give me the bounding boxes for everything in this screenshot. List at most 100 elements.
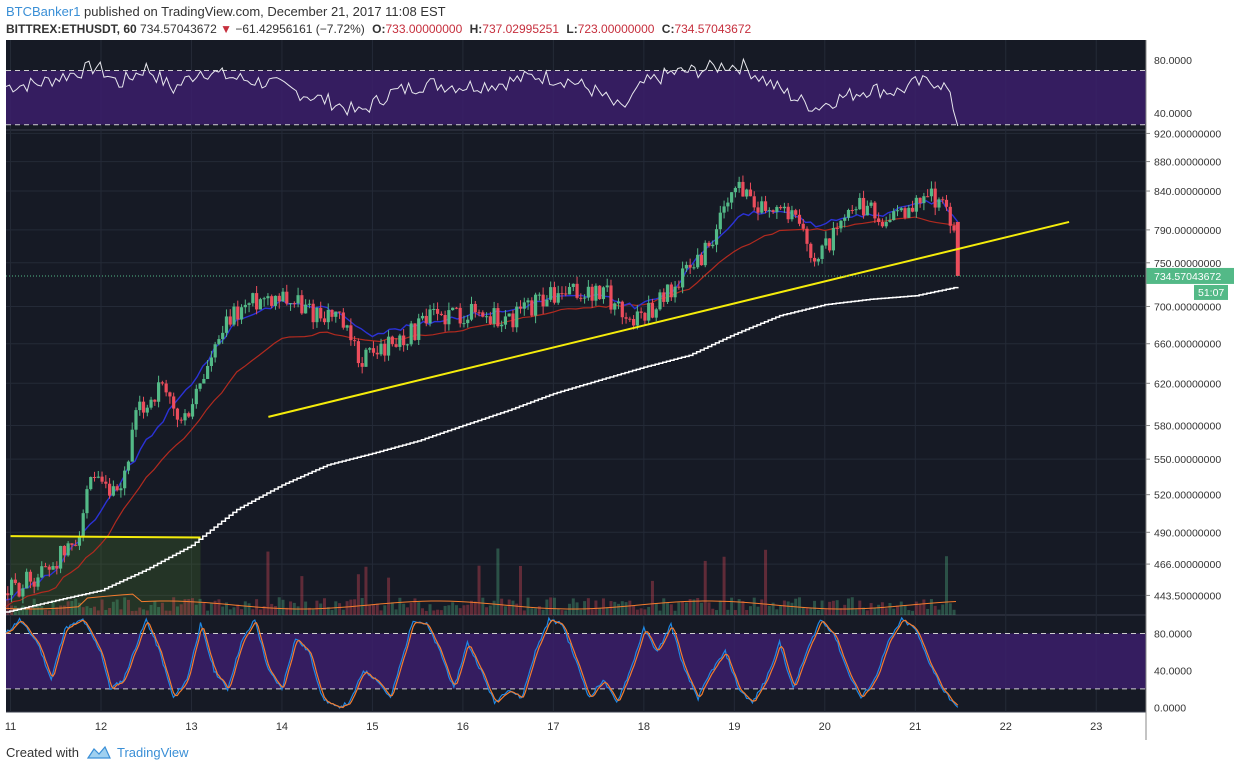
candle-body [948,206,952,226]
candle-body [665,284,670,302]
volume-bar [699,602,703,615]
candle-body [319,307,323,319]
candle-body [854,209,858,211]
candle-body [944,199,949,207]
volume-bar [55,607,59,615]
candle-body [462,323,466,325]
volume-bar [258,609,262,615]
candle-body [439,313,443,316]
volume-bar [643,609,647,615]
volume-bar [451,602,455,615]
candle-body [609,285,613,310]
chart-svg[interactable]: 11 12 13 14 15 16 17 18 19 20 21 22 23 920.00000000 88… [0,40,1236,742]
volume-bar [764,549,768,615]
candle-body [134,410,138,430]
change-arrow-icon: ▼ [220,22,233,36]
volume-bar [760,599,764,615]
volume-bar [138,607,142,615]
volume-bar [918,604,922,615]
chart-area[interactable]: 11 12 13 14 15 16 17 18 19 20 21 22 23 920.00000000 88… [0,40,1236,742]
volume-bar [108,607,112,615]
open-label: O: [372,22,386,36]
header: BTCBanker1 published on TradingView.com,… [0,0,1236,40]
volume-bar [44,609,48,615]
candle-body [435,308,440,314]
candle-body [647,303,651,321]
candle-body [236,306,240,320]
volume-bar [126,599,130,615]
volume-bar [688,599,692,615]
candle-body [141,401,146,413]
candle-body [179,419,183,421]
volume-bar [183,599,187,615]
x-tick-label: 21 [909,721,921,733]
candle-body [92,477,97,479]
volume-bar [413,598,417,615]
volume-bar [639,608,643,615]
candle-body [447,310,451,325]
volume-bar [888,603,892,615]
volume-bar [846,598,850,615]
volume-bar [111,601,115,615]
volume-bar [816,609,820,615]
ma-slow-line [6,286,959,613]
volume-bar [353,599,357,615]
candle-body [364,349,368,367]
candle-body [9,579,14,596]
candle-body [537,294,541,296]
candle-body [458,307,462,324]
range-zone [10,536,201,615]
candle-body [620,301,624,318]
candle-body [616,301,621,304]
change-value: −61.42956161 (−7.72%) [235,22,365,36]
candle-body [341,312,345,328]
candle-body [187,413,191,417]
candle-body [952,225,956,231]
x-tick-label: 23 [1090,721,1102,733]
volume-bar [692,599,696,615]
candle-body [714,229,719,245]
volume-bar [711,608,715,615]
volume-bar [304,601,308,615]
x-tick-label: 13 [185,721,197,733]
volume-bar [647,606,651,615]
candle-body [405,344,410,346]
candle-body [157,382,161,402]
candle-body [383,343,387,356]
y-tick-label: 700.00000000 [1154,301,1221,313]
volume-bar [432,610,436,615]
candle-body [224,316,229,333]
candle-body [767,210,771,212]
candle-body [782,206,786,209]
ma-mid-line [5,216,958,608]
candle-body [119,488,123,491]
candle-body [315,307,319,323]
x-tick-label: 20 [819,721,831,733]
candle-body [375,352,379,355]
volume-bar [767,605,771,615]
candle-body [748,189,753,197]
x-tick-label: 19 [728,721,740,733]
candle-body [824,238,828,246]
volume-bar [730,597,734,615]
candle-body [307,303,311,305]
volume-bar [579,609,583,615]
created-with-text: Created with [6,745,79,760]
candle-body [194,388,198,405]
candle-body [190,404,195,417]
y-tick-label: 660.00000000 [1154,339,1221,351]
volume-bar [726,609,730,615]
rsi-tick-label: 40.0000 [1154,108,1192,120]
candle-body [345,325,349,328]
candle-body [677,286,681,288]
volume-bar [25,607,29,615]
volume-bar [899,601,903,615]
low-value: 723.00000000 [577,22,655,36]
author-link[interactable]: BTCBanker1 [6,4,81,19]
y-tick-label: 550.00000000 [1154,454,1221,466]
volume-bar [307,607,311,615]
volume-bar [703,560,707,615]
candle-body [221,332,225,340]
candle-body [888,220,892,222]
tradingview-brand[interactable]: TradingView [117,745,189,760]
